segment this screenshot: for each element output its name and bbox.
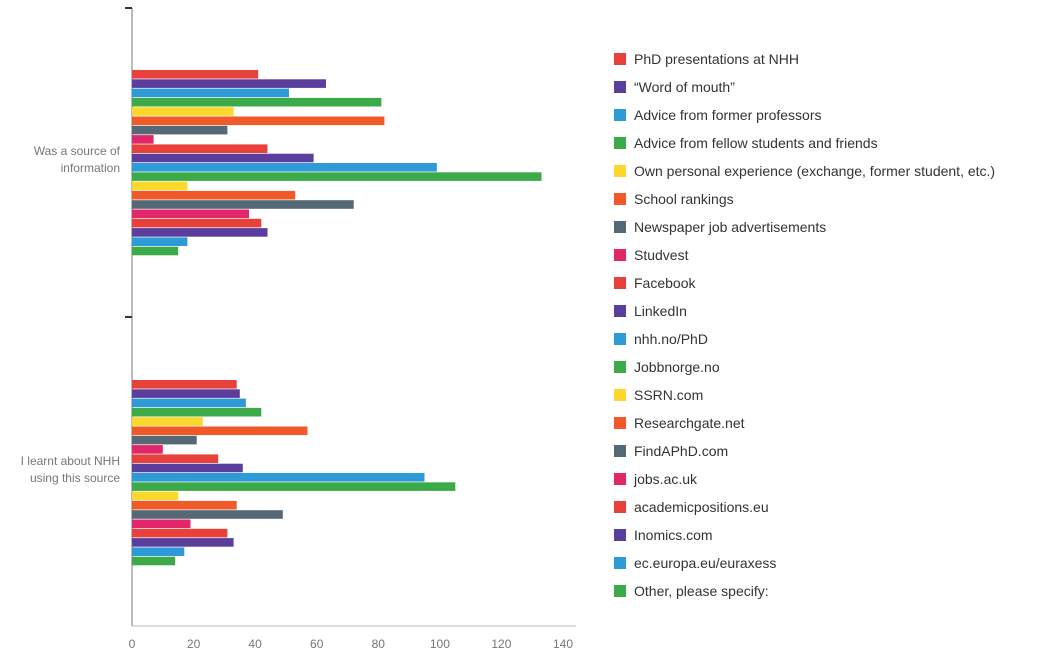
category-label-1-0: I learnt about NHH <box>21 454 120 468</box>
bar-7-0 <box>132 135 154 144</box>
category-labels: Was a source of information I learnt about… <box>21 144 121 485</box>
bar-9-0 <box>132 153 314 163</box>
bar-3-1 <box>132 407 262 417</box>
legend-swatch <box>614 333 626 345</box>
legend-label: School rankings <box>634 191 734 207</box>
legend-swatch <box>614 221 626 233</box>
legend-label: Facebook <box>634 275 696 291</box>
bar-15-0 <box>132 209 249 219</box>
bar-11-0 <box>132 172 542 181</box>
x-tick-label: 100 <box>430 637 450 651</box>
legend-swatch <box>614 277 626 289</box>
bar-6-0 <box>132 125 228 135</box>
bar-11-1 <box>132 482 456 491</box>
category-label-0-1: information <box>61 161 120 175</box>
legend-label: academicpositions.eu <box>634 499 769 515</box>
legend-swatch <box>614 585 626 597</box>
bar-7-1 <box>132 445 163 454</box>
legend-label: SSRN.com <box>634 387 703 403</box>
bar-12-0 <box>132 181 188 191</box>
bar-marks <box>132 70 542 566</box>
legend-label: nhh.no/PhD <box>634 331 708 347</box>
legend-label: jobs.ac.uk <box>633 471 698 487</box>
legend-swatch <box>614 53 626 65</box>
legend-swatch <box>614 445 626 457</box>
x-tick-label: 0 <box>129 637 136 651</box>
bar-15-1 <box>132 519 191 529</box>
bar-6-1 <box>132 435 197 445</box>
bar-12-1 <box>132 491 179 501</box>
legend-label: Researchgate.net <box>634 415 745 431</box>
x-tick-labels: 0 20 40 60 80 100 120 140 <box>129 637 574 651</box>
legend-swatch <box>614 389 626 401</box>
bar-16-0 <box>132 218 262 228</box>
bar-1-0 <box>132 79 326 88</box>
bar-19-0 <box>132 246 179 256</box>
bar-2-1 <box>132 398 246 408</box>
bar-10-1 <box>132 473 425 482</box>
legend-label: Jobbnorge.no <box>634 359 720 375</box>
category-label-0-0: Was a source of <box>34 144 121 158</box>
x-tick-label: 80 <box>372 637 386 651</box>
bar-4-1 <box>132 417 203 426</box>
x-tick-label: 120 <box>491 637 511 651</box>
bar-10-0 <box>132 163 437 172</box>
legend-swatch <box>614 305 626 317</box>
bar-0-0 <box>132 70 259 79</box>
legend-label: LinkedIn <box>634 303 687 319</box>
category-label-1-1: using this source <box>30 471 120 485</box>
bar-8-1 <box>132 454 219 463</box>
bar-13-1 <box>132 500 237 510</box>
bar-2-0 <box>132 88 289 98</box>
legend-swatch <box>614 249 626 261</box>
legend-swatch <box>614 501 626 513</box>
legend-label: “Word of mouth” <box>634 79 735 95</box>
legend-label: Advice from former professors <box>634 107 822 123</box>
legend-swatch <box>614 557 626 569</box>
bar-18-1 <box>132 547 185 556</box>
x-tick-label: 60 <box>310 637 324 651</box>
x-tick-label: 140 <box>553 637 573 651</box>
bar-13-0 <box>132 190 296 200</box>
legend-swatch <box>614 417 626 429</box>
bar-17-1 <box>132 538 234 547</box>
bar-14-1 <box>132 510 283 519</box>
bar-9-1 <box>132 463 243 473</box>
x-tick-label: 20 <box>187 637 201 651</box>
legend-label: PhD presentations at NHH <box>634 51 799 67</box>
bar-5-1 <box>132 426 308 436</box>
legend-swatch <box>614 473 626 485</box>
legend-label: Other, please specify: <box>634 583 769 599</box>
legend-swatch <box>614 81 626 93</box>
bar-5-0 <box>132 116 385 126</box>
legend-swatch <box>614 361 626 373</box>
legend-label: Newspaper job advertisements <box>634 219 826 235</box>
legend-label: Advice from fellow students and friends <box>634 135 878 151</box>
bar-3-0 <box>132 97 382 107</box>
legend-swatch <box>614 109 626 121</box>
legend-label: Own personal experience (exchange, forme… <box>634 163 995 179</box>
bar-14-0 <box>132 200 354 209</box>
legend-swatch <box>614 165 626 177</box>
legend-label: ec.europa.eu/euraxess <box>634 555 776 571</box>
x-tick-label: 40 <box>248 637 262 651</box>
bar-19-1 <box>132 556 176 566</box>
bar-0-1 <box>132 380 237 389</box>
bar-17-0 <box>132 228 268 237</box>
bar-4-0 <box>132 107 234 116</box>
legend-swatch <box>614 193 626 205</box>
legend-swatch <box>614 137 626 149</box>
legend-swatch <box>614 529 626 541</box>
legend-label: Inomics.com <box>634 527 713 543</box>
legend-label: FindAPhD.com <box>634 443 728 459</box>
bar-1-1 <box>132 389 240 398</box>
legend: PhD presentations at NHH “Word of mouth” A… <box>614 51 995 599</box>
bar-16-1 <box>132 528 228 538</box>
bar-18-0 <box>132 237 188 246</box>
legend-label: Studvest <box>634 247 689 263</box>
bar-8-0 <box>132 144 268 153</box>
